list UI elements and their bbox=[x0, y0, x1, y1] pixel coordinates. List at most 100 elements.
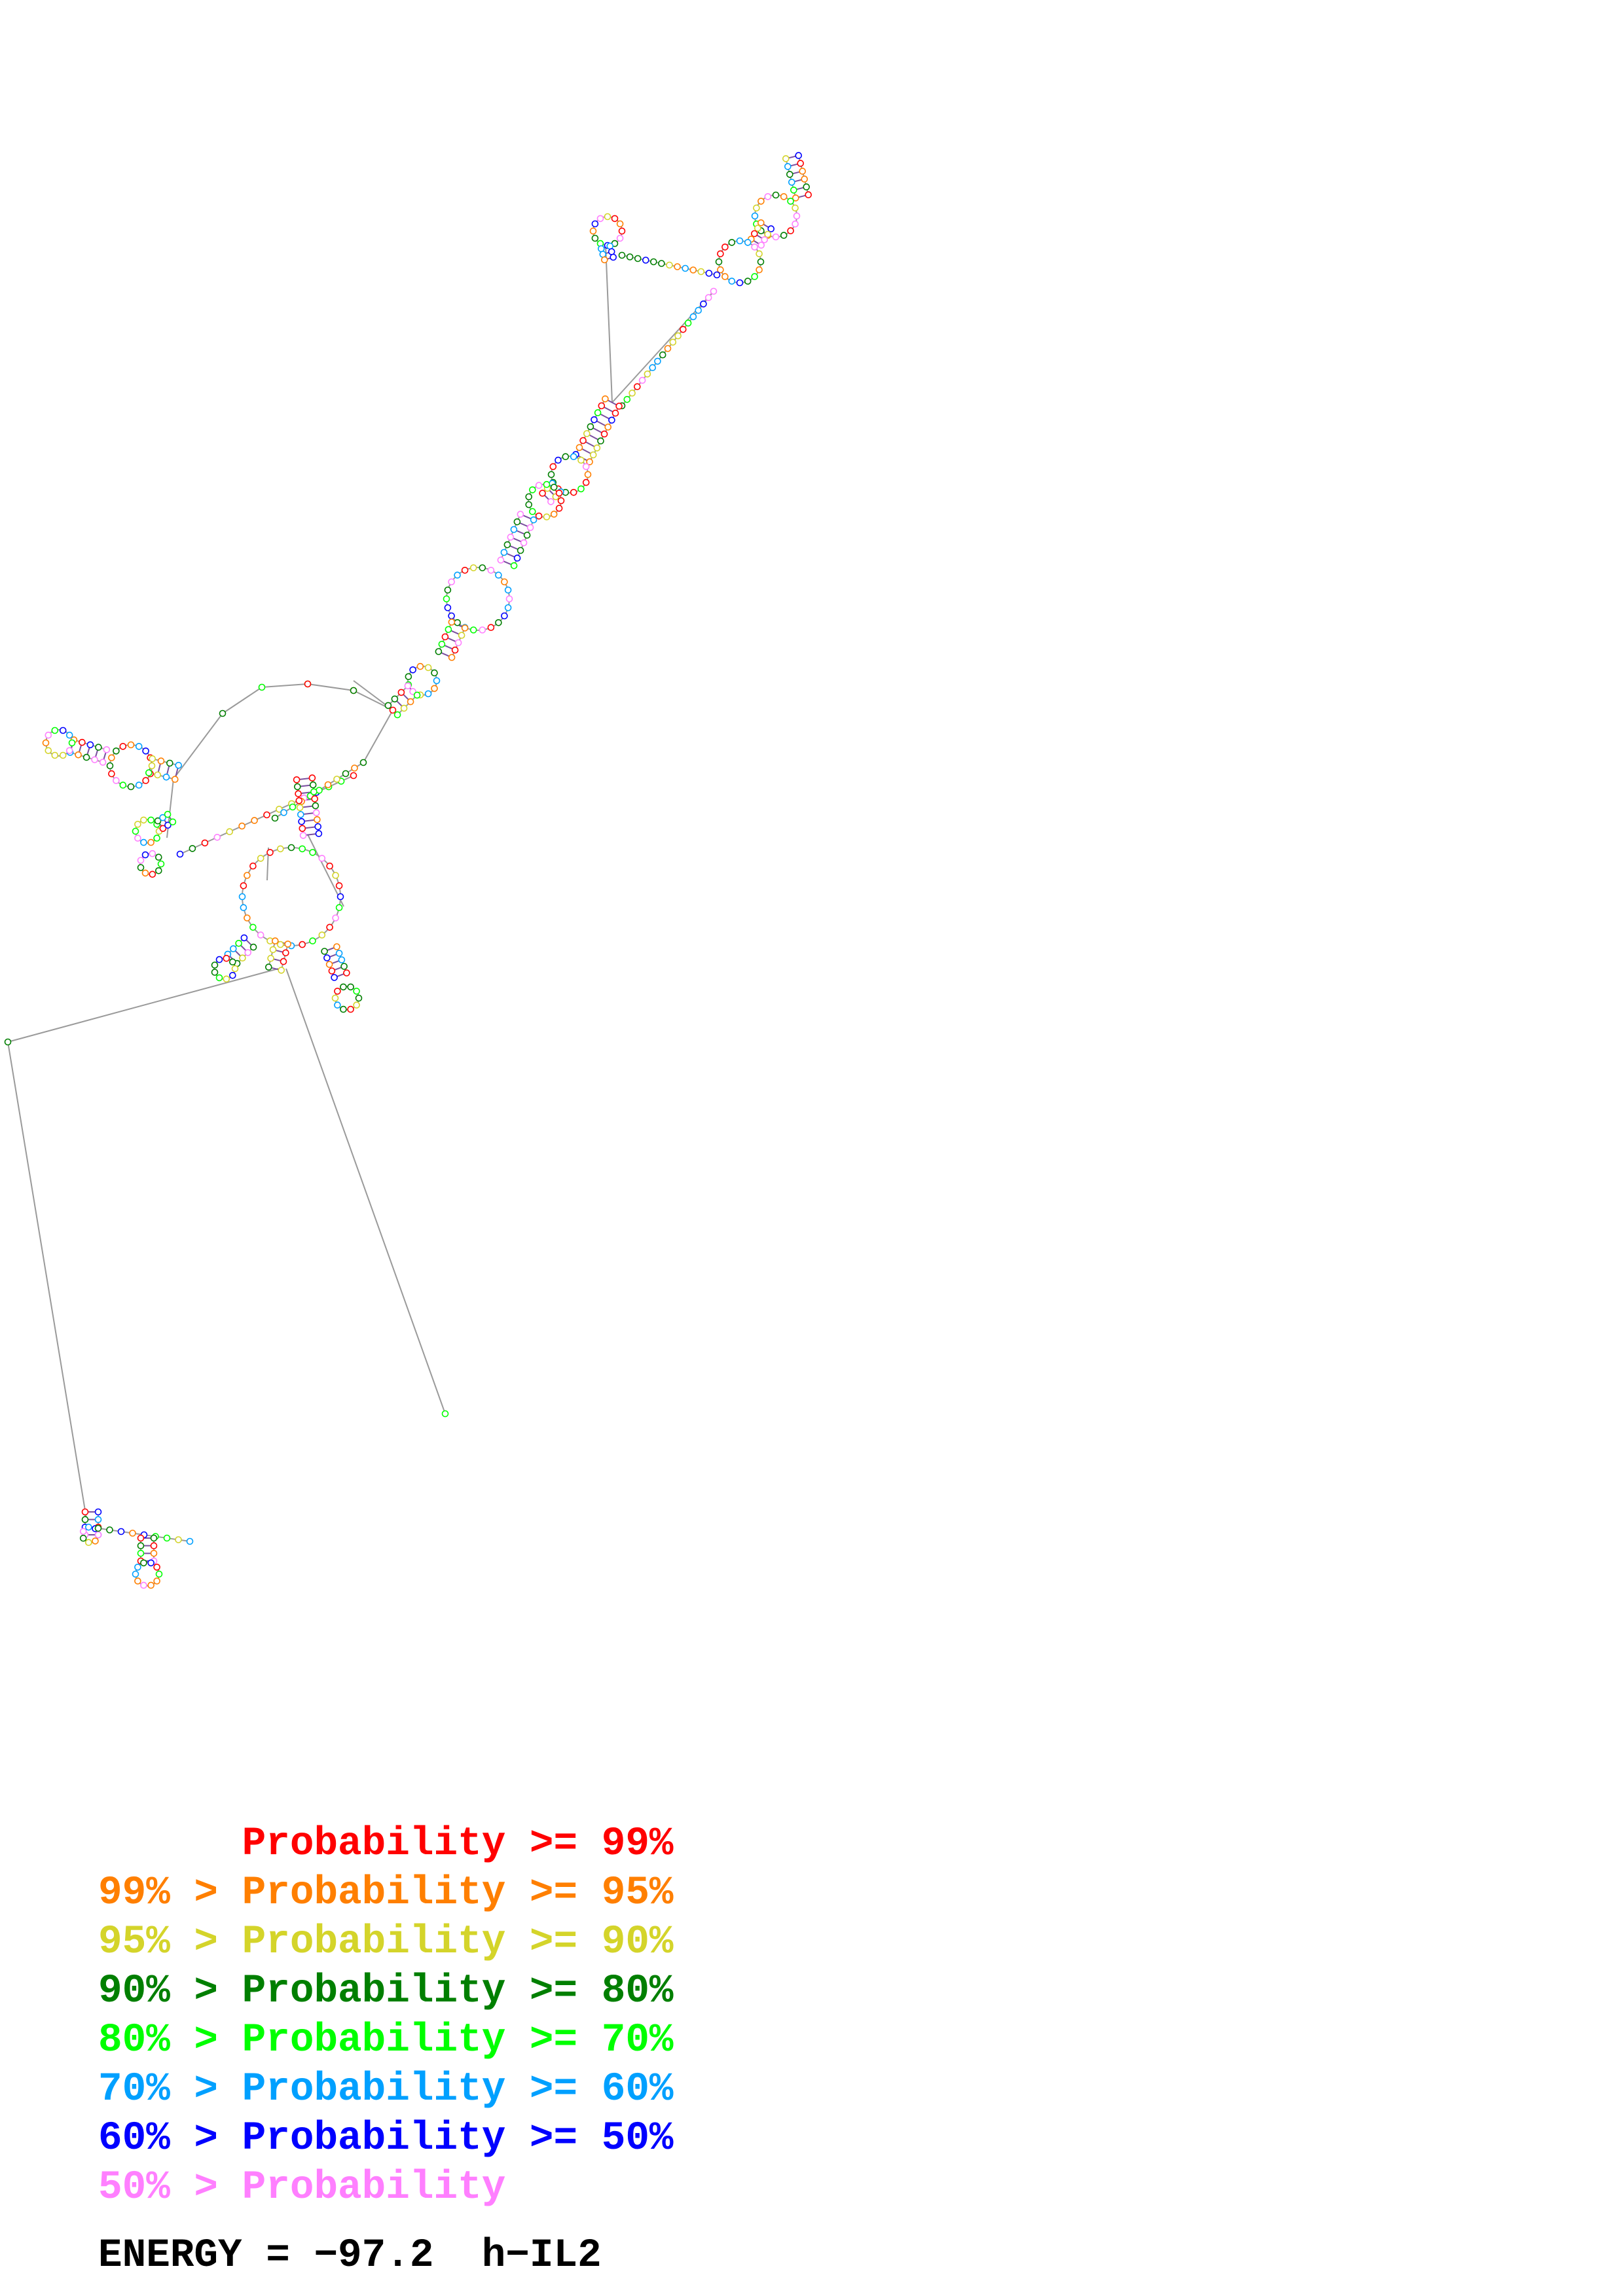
nucleotide bbox=[223, 975, 230, 983]
nucleotide bbox=[497, 556, 505, 564]
nucleotide bbox=[391, 695, 399, 703]
nucleotide bbox=[600, 430, 608, 438]
nucleotide bbox=[409, 666, 416, 673]
nucleotide bbox=[149, 850, 156, 857]
nucleotide bbox=[782, 155, 790, 162]
nucleotide bbox=[550, 511, 558, 518]
nucleotide bbox=[757, 219, 765, 226]
nucleotide bbox=[795, 152, 802, 159]
nucleotide bbox=[666, 261, 673, 269]
nucleotide bbox=[86, 741, 94, 749]
nucleotide bbox=[280, 958, 287, 965]
nucleotide bbox=[258, 683, 266, 691]
nucleotide bbox=[318, 931, 326, 939]
nucleotide bbox=[276, 845, 284, 853]
nucleotide bbox=[600, 256, 608, 264]
nucleotide bbox=[264, 963, 272, 971]
nucleotide bbox=[155, 853, 162, 861]
nucleotide bbox=[164, 810, 172, 818]
nucleotide bbox=[326, 862, 333, 870]
nucleotide bbox=[309, 781, 317, 789]
nucleotide bbox=[269, 946, 277, 954]
nucleotide bbox=[127, 741, 135, 749]
nucleotide bbox=[132, 827, 139, 835]
nucleotides bbox=[4, 152, 812, 1589]
nucleotide bbox=[238, 822, 246, 830]
nucleotide bbox=[618, 227, 626, 235]
loop bbox=[593, 216, 623, 246]
nucleotide bbox=[757, 258, 765, 266]
nucleotide bbox=[335, 882, 343, 889]
nucleotide bbox=[150, 1550, 158, 1557]
nucleotide bbox=[175, 1536, 182, 1543]
nucleotide bbox=[597, 437, 604, 445]
nucleotide bbox=[501, 578, 508, 586]
nucleotide bbox=[756, 266, 763, 274]
nucleotide bbox=[134, 821, 141, 828]
nucleotide bbox=[557, 497, 565, 505]
energy-label: ENERGY = −97.2 h−IL2 bbox=[98, 2233, 602, 2278]
nucleotide bbox=[119, 781, 127, 789]
nucleotide bbox=[431, 669, 438, 677]
nucleotide bbox=[309, 849, 316, 856]
nucleotide bbox=[579, 437, 587, 444]
nucleotide bbox=[135, 743, 143, 750]
nucleotide bbox=[761, 236, 768, 243]
backbone-segment bbox=[152, 758, 179, 766]
nucleotide bbox=[282, 949, 289, 957]
nucleotide bbox=[721, 243, 729, 251]
nucleotide bbox=[433, 677, 441, 685]
nucleotide bbox=[141, 869, 149, 877]
nucleotide bbox=[618, 251, 626, 259]
nucleotide bbox=[448, 578, 455, 586]
nucleotide bbox=[328, 967, 336, 975]
nucleotide bbox=[510, 526, 518, 533]
nucleotide bbox=[149, 870, 156, 878]
nucleotide bbox=[45, 731, 52, 739]
nucleotide bbox=[674, 332, 682, 340]
nucleotide bbox=[535, 482, 543, 489]
nucleotide bbox=[323, 954, 331, 961]
nucleotide bbox=[634, 255, 642, 262]
nucleotide bbox=[503, 541, 511, 548]
nucleotide bbox=[713, 271, 721, 279]
nucleotide bbox=[147, 1581, 155, 1589]
nucleotide bbox=[326, 924, 333, 931]
nucleotide bbox=[697, 268, 705, 276]
nucleotide bbox=[787, 227, 794, 234]
nucleotide bbox=[340, 963, 348, 970]
nucleotide bbox=[547, 498, 555, 505]
nucleotide bbox=[435, 648, 443, 655]
nucleotide bbox=[584, 471, 592, 478]
nucleotide bbox=[157, 757, 165, 764]
nucleotide bbox=[543, 480, 551, 488]
nucleotide bbox=[82, 753, 90, 761]
nucleotide bbox=[325, 961, 333, 968]
nucleotide bbox=[786, 171, 793, 178]
nucleotide bbox=[780, 193, 788, 200]
nucleotide bbox=[175, 762, 183, 769]
nucleotide bbox=[113, 777, 120, 784]
nucleotide bbox=[350, 772, 357, 780]
nucleotide bbox=[582, 478, 590, 486]
nucleotide bbox=[135, 781, 143, 789]
nucleotide bbox=[461, 624, 469, 632]
nucleotide bbox=[298, 817, 305, 825]
nucleotide bbox=[148, 762, 156, 770]
nucleotide bbox=[451, 646, 459, 654]
nucleotide bbox=[599, 251, 607, 258]
nucleotide bbox=[117, 1528, 125, 1535]
nucleotide bbox=[495, 571, 502, 579]
nucleotide bbox=[788, 179, 795, 186]
nucleotide bbox=[543, 513, 551, 521]
nucleotide bbox=[240, 882, 247, 889]
nucleotide bbox=[654, 357, 661, 365]
nucleotide bbox=[659, 351, 666, 359]
nucleotide bbox=[334, 988, 341, 995]
nucleotide bbox=[176, 850, 184, 858]
nucleotide bbox=[513, 554, 521, 562]
nucleotide bbox=[162, 774, 170, 781]
nucleotide bbox=[249, 943, 257, 951]
nucleotide bbox=[525, 493, 533, 501]
nucleotide bbox=[528, 508, 536, 515]
